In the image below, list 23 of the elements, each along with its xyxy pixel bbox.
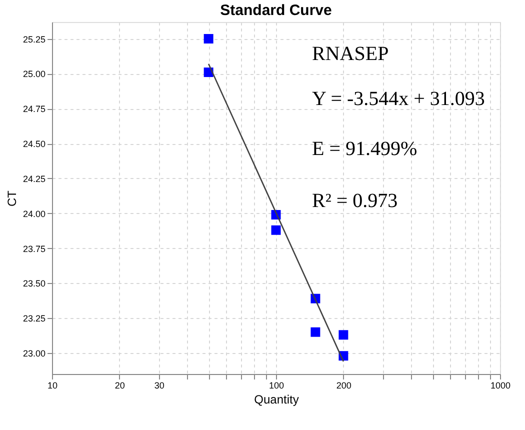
y-tick-label: 24.00 — [22, 208, 46, 219]
x-tick-label: 200 — [336, 380, 352, 390]
y-tick-label: 23.00 — [22, 348, 46, 359]
y-tick-label: 23.25 — [22, 314, 46, 324]
y-tick-label: 25.00 — [22, 69, 46, 80]
y-tick-label: 23.50 — [22, 278, 46, 289]
y-tick-label: 24.25 — [22, 174, 46, 184]
x-tick-label: 10 — [47, 380, 58, 390]
annotation: E = 91.499% — [312, 138, 418, 160]
annotation: RNASEP — [312, 43, 389, 65]
y-tick-label: 23.75 — [22, 244, 46, 254]
x-tick-label: 1000 — [490, 380, 511, 390]
annotation: R² = 0.973 — [312, 190, 398, 212]
x-axis-title: Quantity — [254, 392, 299, 406]
annotation: Y = -3.544x + 31.093 — [312, 88, 485, 110]
x-tick-label: 100 — [268, 380, 284, 390]
y-tick-label: 24.75 — [22, 104, 46, 114]
chart-title: Standard Curve — [220, 2, 332, 19]
x-tick-label: 20 — [114, 380, 125, 390]
x-tick-label: 30 — [154, 380, 164, 390]
y-tick-label: 24.50 — [22, 139, 46, 150]
y-axis-title: CT — [4, 190, 19, 206]
y-tick-label: 25.25 — [22, 34, 46, 44]
